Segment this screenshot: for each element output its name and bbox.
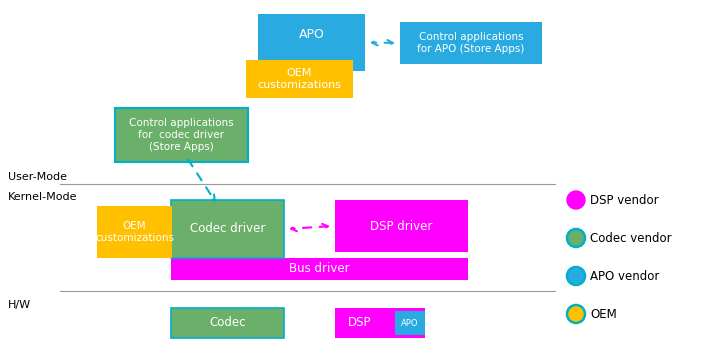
Text: DSP: DSP (348, 316, 372, 330)
Text: Control applications
for APO (Store Apps): Control applications for APO (Store Apps… (417, 32, 525, 54)
Circle shape (567, 305, 585, 323)
Circle shape (567, 191, 585, 209)
Bar (400, 22, 542, 64)
Bar (258, 14, 365, 71)
Text: User-Mode: User-Mode (8, 172, 67, 182)
Bar (395, 311, 425, 335)
Bar (97, 206, 172, 258)
Text: OEM
customizations: OEM customizations (95, 221, 174, 243)
Bar (335, 308, 425, 338)
Bar (171, 200, 284, 258)
Text: OEM: OEM (590, 308, 617, 320)
Text: Bus driver: Bus driver (289, 263, 350, 275)
Text: APO: APO (401, 319, 419, 327)
Bar (171, 308, 284, 338)
Circle shape (567, 267, 585, 285)
Bar (335, 200, 468, 252)
Text: DSP vendor: DSP vendor (590, 194, 658, 206)
Text: Control applications
for  codec driver
(Store Apps): Control applications for codec driver (S… (129, 118, 234, 152)
Bar (246, 60, 353, 98)
Text: Codec: Codec (209, 316, 246, 330)
Text: OEM
customizations: OEM customizations (258, 68, 342, 90)
Circle shape (567, 229, 585, 247)
Text: Kernel-Mode: Kernel-Mode (8, 192, 78, 202)
Bar (171, 258, 468, 280)
Text: Codec vendor: Codec vendor (590, 232, 671, 245)
Text: APO vendor: APO vendor (590, 269, 659, 282)
Text: Codec driver: Codec driver (190, 223, 265, 235)
Text: APO: APO (299, 28, 325, 41)
Text: DSP driver: DSP driver (370, 219, 433, 233)
Text: H/W: H/W (8, 300, 31, 310)
Bar (115, 108, 248, 162)
